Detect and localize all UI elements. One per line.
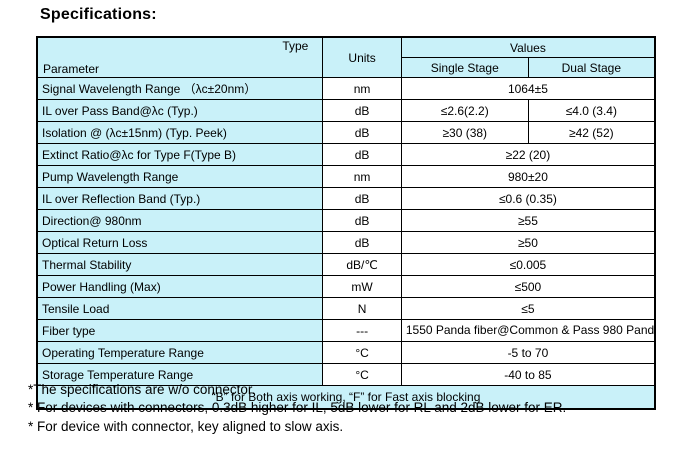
- table-row: IL over Reflection Band (Typ.) dB ≤0.6 (…: [36, 187, 656, 210]
- value-cell: ≤500: [400, 275, 656, 298]
- axis-note-cell: “B” for Both axis working, “F” for Fast …: [36, 385, 656, 410]
- value-cell: -5 to 70: [400, 341, 656, 364]
- units-cell: dB: [322, 99, 402, 122]
- units-cell: dB: [322, 121, 402, 144]
- table-header-row-2: Single Stage Dual Stage: [37, 57, 656, 78]
- value-cell: 980±20: [400, 165, 656, 188]
- param-pump-wavelength: Pump Wavelength Range: [36, 165, 324, 188]
- units-cell: mW: [322, 275, 402, 298]
- footnote-line: * For device with connector, key aligned…: [28, 418, 344, 434]
- param-operating-temperature: Operating Temperature Range: [36, 341, 324, 364]
- footnote-line: * For devices with connectors, 0.3dB hig…: [28, 400, 567, 416]
- units-cell: nm: [322, 165, 402, 188]
- table-header-row-1: Type Parameter Units Values: [36, 36, 656, 78]
- value-single-cell: ≤2.6(2.2): [400, 99, 529, 122]
- page-title: Specifications:: [40, 6, 157, 23]
- param-direction-980nm: Direction@ 980nm: [36, 209, 324, 232]
- units-cell: N: [322, 297, 402, 320]
- value-dual-cell: ≥42 (52): [527, 121, 656, 144]
- specifications-table: Type Parameter Units Values Single Stage…: [36, 36, 656, 410]
- value-cell-fiber-type: 1550 Panda fiber@Common & Pass 980 Panda…: [400, 319, 656, 342]
- footnote-line: *The specifications are w/o connector.: [28, 382, 256, 397]
- table-row: Power Handling (Max) mW ≤500: [36, 275, 656, 298]
- table-row: Signal Wavelength Range （λc±20nm） nm 106…: [36, 77, 656, 100]
- value-dual-cell: ≤4.0 (3.4): [527, 99, 656, 122]
- header-single-stage-cell: Single Stage: [400, 57, 529, 78]
- units-cell: °C: [322, 341, 402, 364]
- units-cell: ---: [322, 319, 402, 342]
- header-parameter-label: Parameter: [43, 62, 100, 76]
- value-cell: ≥22 (20): [400, 143, 656, 166]
- table-row: Direction@ 980nm dB ≥55: [36, 209, 656, 232]
- header-type-label: Type: [282, 39, 309, 53]
- value-cell: ≤0.6 (0.35): [400, 187, 656, 210]
- units-cell: dB: [322, 209, 402, 232]
- footnotes: *The specifications are w/o connector. *…: [28, 381, 658, 436]
- units-cell: dB: [322, 231, 402, 254]
- param-signal-wavelength: Signal Wavelength Range （λc±20nm）: [36, 77, 324, 100]
- table-row: Isolation @ (λc±15nm) (Typ. Peek) dB ≥30…: [36, 121, 656, 144]
- param-fiber-type: Fiber type: [36, 319, 324, 342]
- param-extinct-ratio: Extinct Ratio@λc for Type F(Type B): [36, 143, 324, 166]
- units-cell: dB: [322, 187, 402, 210]
- value-cell: ≤5: [400, 297, 656, 320]
- value-cell: ≥55: [400, 209, 656, 232]
- param-il-reflection-band: IL over Reflection Band (Typ.): [36, 187, 324, 210]
- table-footer-row: “B” for Both axis working, “F” for Fast …: [36, 385, 656, 410]
- param-thermal-stability: Thermal Stability: [36, 253, 324, 276]
- param-tensile-load: Tensile Load: [36, 297, 324, 320]
- param-power-handling: Power Handling (Max): [36, 275, 324, 298]
- units-cell: °C: [322, 363, 402, 386]
- header-dual-stage-cell: Dual Stage: [527, 57, 656, 78]
- value-cell: ≤0.005: [400, 253, 656, 276]
- value-single-cell: ≥30 (38): [400, 121, 529, 144]
- table-row: Tensile Load N ≤5: [36, 297, 656, 320]
- table-row: Pump Wavelength Range nm 980±20: [36, 165, 656, 188]
- table-row: Storage Temperature Range °C -40 to 85: [36, 363, 656, 386]
- param-storage-temperature: Storage Temperature Range: [36, 363, 324, 386]
- param-il-pass-band: IL over Pass Band@λc (Typ.): [36, 99, 324, 122]
- param-isolation: Isolation @ (λc±15nm) (Typ. Peek): [36, 121, 324, 144]
- value-cell: ≥50: [400, 231, 656, 254]
- table-row: Extinct Ratio@λc for Type F(Type B) dB ≥…: [36, 143, 656, 166]
- units-cell: dB/℃: [322, 253, 402, 276]
- value-cell: -40 to 85: [400, 363, 656, 386]
- param-optical-return-loss: Optical Return Loss: [36, 231, 324, 254]
- table-row: Thermal Stability dB/℃ ≤0.005: [36, 253, 656, 276]
- units-cell: dB: [322, 143, 402, 166]
- header-units-cell: Units: [322, 36, 402, 78]
- table-row: Fiber type --- 1550 Panda fiber@Common &…: [36, 319, 656, 342]
- table-row: IL over Pass Band@λc (Typ.) dB ≤2.6(2.2)…: [36, 99, 656, 122]
- table-row: Operating Temperature Range °C -5 to 70: [36, 341, 656, 364]
- units-cell: nm: [322, 77, 402, 100]
- table-row: Optical Return Loss dB ≥50: [36, 231, 656, 254]
- header-parameter-type-cell: Type Parameter: [36, 36, 324, 78]
- header-values-cell: Values: [400, 36, 656, 58]
- value-cell: 1064±5: [400, 77, 656, 100]
